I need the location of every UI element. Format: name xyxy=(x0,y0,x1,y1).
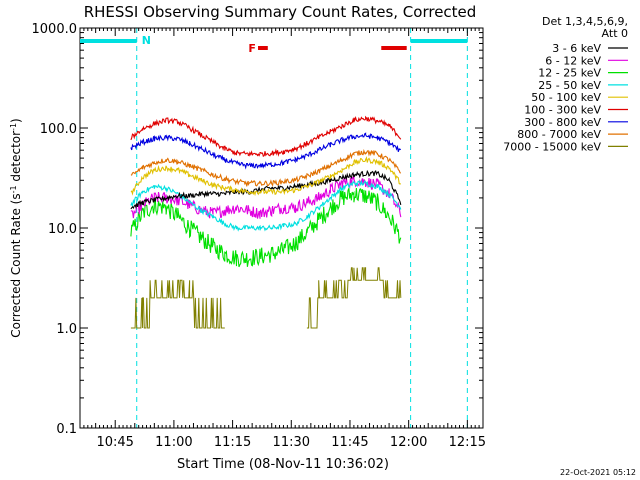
x-tick-label-6: 12:15 xyxy=(449,435,486,450)
x-tick-label-5: 12:00 xyxy=(390,435,427,450)
plot-area: 1000.0 100.0 10.0 1.0 0.1 10:45 11:00 11:15 11:3… xyxy=(32,22,487,450)
legend-label-3: 25 - 50 keV xyxy=(538,79,601,92)
x-tick-label-2: 11:15 xyxy=(214,435,251,450)
y-axis-label-sup-1: -1 xyxy=(9,185,18,193)
y-tick-label-0: 1000.0 xyxy=(32,22,78,37)
series-line-3 xyxy=(130,179,402,232)
series-line-5 xyxy=(130,115,402,158)
y-tick-label-1: 100.0 xyxy=(40,122,77,137)
series-5 xyxy=(130,115,402,158)
y-axis-label-part-3: ) xyxy=(9,118,23,123)
y-axis-label: Corrected Count Rate (s-1 detector-1) xyxy=(9,118,24,337)
series-line-0 xyxy=(130,169,402,210)
series-7 xyxy=(130,148,402,188)
legend-label-4: 50 - 100 keV xyxy=(531,91,601,104)
x-axis-label: Start Time (08-Nov-11 10:36:02) xyxy=(177,457,389,472)
series-0 xyxy=(130,169,402,210)
series-6 xyxy=(130,132,401,170)
legend-label-1: 6 - 12 keV xyxy=(545,54,601,67)
legend-label-7: 800 - 7000 keV xyxy=(517,128,601,141)
series-3 xyxy=(130,179,402,232)
series-2 xyxy=(130,187,402,268)
series-line-2 xyxy=(130,187,402,268)
x-tick-label-1: 11:00 xyxy=(155,435,192,450)
legend-label-5: 100 - 300 keV xyxy=(524,104,601,117)
y-tick-label-3: 1.0 xyxy=(56,322,77,337)
y-tick-label-4: 0.1 xyxy=(56,422,77,437)
legend-label-6: 300 - 800 keV xyxy=(524,116,601,129)
annotation-F: F xyxy=(248,42,256,55)
series-line-4 xyxy=(130,156,402,197)
legend-label-8: 7000 - 15000 keV xyxy=(503,140,601,153)
chart-title: RHESSI Observing Summary Count Rates, Co… xyxy=(84,3,477,21)
y-axis-label-part-1: Corrected Count Rate (s xyxy=(9,193,23,337)
legend-header-line-2: Att 0 xyxy=(602,27,628,40)
series-line-8 xyxy=(130,267,402,329)
x-tick-label-0: 10:45 xyxy=(96,435,133,450)
annotation-N: N xyxy=(142,34,151,47)
series-8 xyxy=(130,267,402,329)
legend-label-0: 3 - 6 keV xyxy=(552,42,601,55)
series-4 xyxy=(130,156,402,197)
x-tick-label-4: 11:45 xyxy=(331,435,368,450)
legend-header-line-1: Det 1,3,4,5,6,9, xyxy=(542,15,628,28)
y-tick-label-2: 10.0 xyxy=(48,222,77,237)
series-line-7 xyxy=(130,148,402,188)
y-axis-label-sup-2: -1 xyxy=(9,123,18,131)
legend-label-2: 12 - 25 keV xyxy=(538,67,601,80)
series-line-6 xyxy=(130,132,401,170)
footer-timestamp: 22-Oct-2021 05:12 xyxy=(560,468,636,477)
y-axis-label-part-2: detector xyxy=(9,131,23,186)
x-tick-label-3: 11:30 xyxy=(273,435,310,450)
